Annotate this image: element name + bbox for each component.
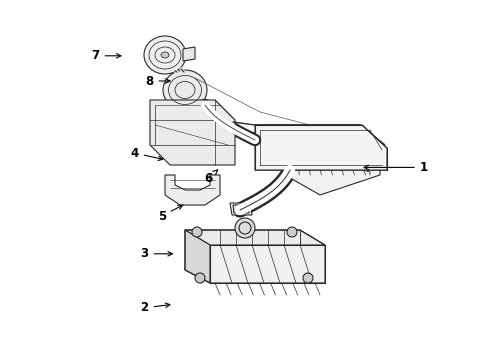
Polygon shape xyxy=(185,230,210,283)
Polygon shape xyxy=(230,203,252,215)
Text: 7: 7 xyxy=(92,49,121,62)
Text: 5: 5 xyxy=(158,205,183,222)
Circle shape xyxy=(195,273,205,283)
Polygon shape xyxy=(210,245,325,283)
Text: 2: 2 xyxy=(141,301,170,314)
Circle shape xyxy=(235,218,255,238)
Polygon shape xyxy=(183,47,195,61)
Polygon shape xyxy=(165,175,220,205)
Polygon shape xyxy=(285,130,380,195)
Circle shape xyxy=(287,227,297,237)
Polygon shape xyxy=(185,230,325,245)
Polygon shape xyxy=(150,100,235,165)
Text: 3: 3 xyxy=(141,247,172,260)
Polygon shape xyxy=(255,125,385,145)
Polygon shape xyxy=(255,125,387,170)
Circle shape xyxy=(192,227,202,237)
Text: 6: 6 xyxy=(204,170,218,185)
Ellipse shape xyxy=(161,52,169,58)
Text: 8: 8 xyxy=(146,75,170,87)
Ellipse shape xyxy=(144,36,186,74)
Polygon shape xyxy=(233,205,249,213)
Ellipse shape xyxy=(163,70,207,110)
Circle shape xyxy=(303,273,313,283)
Text: 1: 1 xyxy=(364,161,428,174)
Text: 4: 4 xyxy=(131,147,163,161)
